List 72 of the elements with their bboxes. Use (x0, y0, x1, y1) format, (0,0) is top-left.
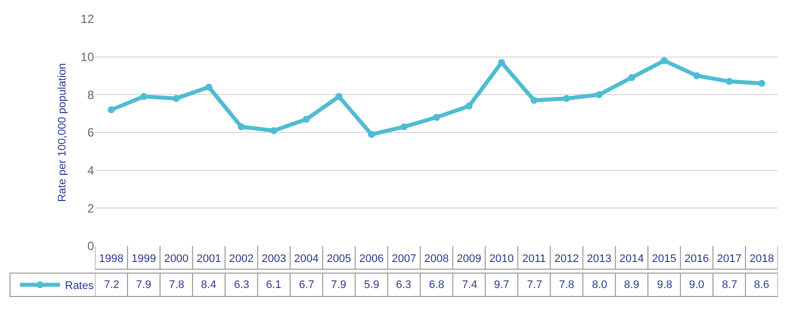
point (498, 59, 506, 66)
data-label: 6.7 (299, 279, 314, 291)
x-tick-label: 2009 (456, 253, 482, 265)
point (628, 74, 636, 82)
point (726, 78, 733, 85)
y-tick-label: 10 (80, 50, 94, 64)
data-label: 7.4 (462, 279, 478, 291)
data-label: 8.0 (592, 279, 608, 291)
point (466, 102, 473, 110)
data-label: 9.0 (689, 279, 704, 291)
point (205, 84, 212, 91)
x-tick-label: 2011 (522, 253, 546, 265)
y-axis-title: Rate per 100,000 population (56, 63, 68, 202)
x-tick-label: 2004 (294, 253, 319, 265)
x-tick-label: 2014 (619, 253, 644, 265)
point (563, 94, 570, 102)
data-label: 8.9 (624, 279, 640, 291)
x-tick-label: 2007 (392, 253, 416, 265)
y-tick-label: 0 (87, 239, 94, 254)
data-label: 7.2 (104, 279, 120, 291)
point (596, 91, 603, 98)
x-tick-label: 2012 (554, 253, 579, 265)
point (140, 93, 148, 100)
data-label: 9.7 (494, 279, 510, 291)
point (400, 123, 408, 130)
x-tick-label: 2013 (586, 253, 612, 265)
y-tick-label: 12 (80, 12, 94, 26)
point (530, 96, 538, 104)
point (693, 72, 700, 80)
x-tick-label: 2017 (716, 253, 742, 265)
point (368, 130, 375, 138)
point (108, 106, 115, 114)
y-tick-label: 8 (87, 88, 94, 102)
x-tick-label: 1998 (99, 253, 124, 265)
x-tick-label: 2003 (262, 253, 286, 265)
point (172, 94, 180, 102)
data-label: 9.8 (657, 279, 672, 291)
point (335, 93, 342, 100)
point (758, 80, 766, 87)
x-tick-label: 2016 (684, 253, 709, 265)
x-tick-label: 2015 (652, 253, 676, 265)
data-label: 6.8 (429, 279, 444, 291)
y-tick-label: 4 (87, 164, 94, 178)
y-tick-label: 6 (87, 126, 94, 140)
x-tick-label: 2018 (750, 253, 774, 265)
x-tick-label: 2001 (196, 253, 222, 265)
data-label: 5.9 (364, 279, 380, 291)
point (238, 123, 245, 130)
data-label: 8.4 (201, 279, 216, 291)
data-label: 7.9 (331, 279, 346, 291)
data-label: 7.8 (559, 279, 574, 291)
x-tick-label: 2010 (489, 253, 514, 265)
x-tick-label: 2005 (326, 253, 352, 265)
data-label: 6.3 (396, 279, 412, 291)
data-label: 7.9 (136, 279, 152, 291)
x-tick-label: 2000 (164, 253, 189, 265)
data-label: 6.1 (266, 279, 282, 291)
x-tick-label: 2006 (359, 253, 384, 265)
x-tick-label: 2008 (424, 253, 449, 265)
point (302, 116, 310, 123)
point (270, 127, 278, 134)
y-tick-label: 2 (87, 201, 94, 216)
data-label: 6.3 (234, 279, 250, 291)
x-tick-label: 1999 (132, 253, 156, 265)
data-label: 7.8 (169, 279, 184, 291)
point (433, 114, 440, 121)
data-label: 8.6 (754, 279, 770, 291)
point (660, 57, 668, 64)
data-label: 7.7 (527, 279, 542, 291)
x-tick-label: 2002 (229, 253, 254, 265)
data-label: 8.7 (722, 279, 738, 291)
legend-label: Rates (65, 280, 94, 292)
